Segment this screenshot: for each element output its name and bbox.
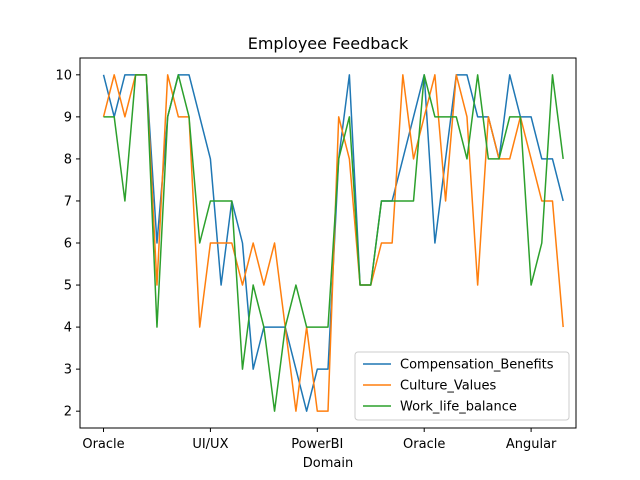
y-tick-label: 10 bbox=[55, 68, 72, 83]
y-tick-label: 6 bbox=[64, 237, 72, 252]
x-axis-label: Domain bbox=[303, 456, 353, 471]
y-tick-label: 9 bbox=[64, 110, 72, 125]
y-tick-label: 4 bbox=[64, 321, 72, 336]
y-tick-label: 3 bbox=[64, 363, 72, 378]
x-tick-label: UI/UX bbox=[192, 437, 228, 452]
legend-box bbox=[354, 351, 570, 421]
legend-label-1: Compensation_Benefits bbox=[400, 358, 554, 373]
x-axis: Oracle UI/UX PowerBI Oracle Angular bbox=[82, 428, 557, 452]
y-tick-label: 2 bbox=[64, 405, 72, 420]
x-tick-label: PowerBI bbox=[291, 437, 343, 452]
x-tick-label: Oracle bbox=[82, 437, 124, 452]
legend-label-2: Culture_Values bbox=[400, 379, 497, 394]
legend: Compensation_Benefits Culture_Values Work_… bbox=[354, 351, 570, 421]
y-tick-label: 7 bbox=[64, 194, 72, 209]
y-axis: 2 3 4 5 6 7 8 9 10 bbox=[55, 68, 80, 420]
x-tick-label: Angular bbox=[506, 437, 557, 452]
legend-label-3: Work_life_balance bbox=[400, 400, 517, 415]
chart-title: Employee Feedback bbox=[248, 34, 409, 53]
series-layer bbox=[102, 74, 564, 412]
x-tick-label: Oracle bbox=[403, 437, 445, 452]
y-tick-label: 5 bbox=[64, 279, 72, 294]
y-tick-label: 8 bbox=[64, 152, 72, 167]
series-line-3 bbox=[103, 74, 564, 412]
